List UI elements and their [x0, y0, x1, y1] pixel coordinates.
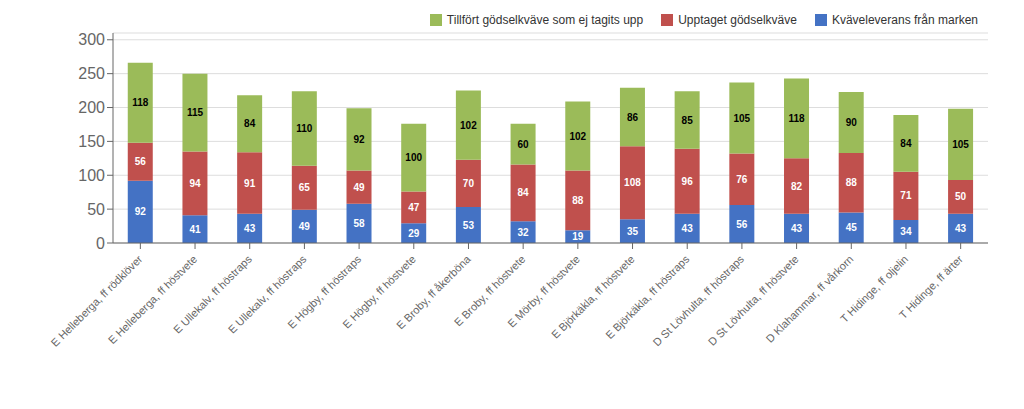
- svg-text:0: 0: [96, 235, 105, 252]
- svg-text:E Broby, ff åkerböna: E Broby, ff åkerböna: [394, 252, 473, 332]
- svg-text:60: 60: [518, 139, 530, 150]
- svg-text:43: 43: [244, 223, 256, 234]
- svg-text:E Björkäkla, ff höstraps: E Björkäkla, ff höstraps: [603, 252, 692, 342]
- svg-text:102: 102: [460, 120, 477, 131]
- svg-text:84: 84: [518, 187, 530, 198]
- svg-text:84: 84: [900, 138, 912, 149]
- svg-text:76: 76: [736, 174, 748, 185]
- svg-text:250: 250: [78, 65, 105, 82]
- svg-text:E Broby, ff höstvete: E Broby, ff höstvete: [451, 252, 528, 329]
- svg-text:29: 29: [408, 228, 420, 239]
- svg-text:41: 41: [189, 224, 201, 235]
- svg-text:90: 90: [846, 117, 858, 128]
- svg-text:E Helleberga, ff höstvete: E Helleberga, ff höstvete: [106, 253, 200, 347]
- svg-text:84: 84: [244, 118, 256, 129]
- svg-text:56: 56: [135, 156, 147, 167]
- svg-text:D St Lövhulta, ff höstraps: D St Lövhulta, ff höstraps: [650, 252, 746, 348]
- svg-text:56: 56: [736, 219, 748, 230]
- svg-text:96: 96: [682, 176, 694, 187]
- html-text:Upptaget gödselkväve: Upptaget gödselkväve: [678, 13, 797, 27]
- svg-text:88: 88: [572, 195, 584, 206]
- svg-text:100: 100: [405, 152, 422, 163]
- svg-text:47: 47: [408, 202, 420, 213]
- svg-text:43: 43: [955, 223, 967, 234]
- svg-text:94: 94: [189, 178, 201, 189]
- svg-text:150: 150: [78, 133, 105, 150]
- svg-text:85: 85: [682, 115, 694, 126]
- svg-text:T Hidinge, ff oljelin: T Hidinge, ff oljelin: [838, 252, 911, 325]
- svg-text:50: 50: [955, 191, 967, 202]
- svg-text:E Björkäkla, ff höstvete: E Björkäkla, ff höstvete: [548, 252, 637, 341]
- svg-text:91: 91: [244, 178, 256, 189]
- svg-text:45: 45: [846, 222, 858, 233]
- svg-text:E Högby, ff höstvete: E Högby, ff höstvete: [340, 252, 418, 331]
- svg-text:T Hidinge, ff ärter: T Hidinge, ff ärter: [897, 253, 966, 322]
- svg-text:200: 200: [78, 99, 105, 116]
- svg-text:D Klahammar, ff vårkorn: D Klahammar, ff vårkorn: [763, 253, 855, 345]
- svg-text:102: 102: [569, 131, 586, 142]
- svg-text:118: 118: [788, 113, 805, 124]
- svg-text:19: 19: [572, 231, 584, 242]
- svg-text:118: 118: [132, 97, 149, 108]
- svg-text:105: 105: [952, 139, 969, 150]
- svg-text:71: 71: [900, 190, 912, 201]
- svg-text:D St Lövhulta, ff höstvete: D St Lövhulta, ff höstvete: [706, 253, 801, 348]
- svg-text:108: 108: [624, 177, 641, 188]
- svg-text:E Mörby, ff höstvete: E Mörby, ff höstvete: [505, 252, 583, 330]
- svg-text:70: 70: [463, 178, 475, 189]
- svg-text:82: 82: [791, 181, 803, 192]
- svg-text:E Ullekalv, ff höstraps: E Ullekalv, ff höstraps: [225, 252, 309, 336]
- svg-text:43: 43: [682, 223, 694, 234]
- html-text:Tillfört gödselkväve som ej ta: Tillfört gödselkväve som ej tagits upp: [446, 13, 644, 27]
- svg-text:49: 49: [353, 182, 365, 193]
- svg-text:65: 65: [299, 182, 311, 193]
- svg-text:110: 110: [296, 123, 313, 134]
- svg-text:300: 300: [78, 31, 105, 48]
- svg-text:43: 43: [791, 223, 803, 234]
- svg-text:49: 49: [299, 221, 311, 232]
- svg-text:100: 100: [78, 167, 105, 184]
- svg-text:32: 32: [518, 227, 530, 238]
- svg-text:88: 88: [846, 177, 858, 188]
- html-text:Kväveleverans från marken: Kväveleverans från marken: [831, 13, 978, 27]
- svg-text:86: 86: [627, 112, 639, 123]
- svg-text:35: 35: [627, 226, 639, 237]
- svg-text:E Högby, ff höstraps: E Högby, ff höstraps: [285, 252, 364, 331]
- svg-text:92: 92: [135, 206, 147, 217]
- svg-text:E Helleberga, ff rödklöver: E Helleberga, ff rödklöver: [48, 253, 144, 349]
- svg-text:92: 92: [353, 134, 365, 145]
- svg-text:53: 53: [463, 220, 475, 231]
- svg-text:115: 115: [187, 107, 204, 118]
- svg-text:E Ullekalv, ff höstraps: E Ullekalv, ff höstraps: [171, 252, 254, 336]
- svg-text:105: 105: [733, 113, 750, 124]
- svg-text:58: 58: [353, 218, 365, 229]
- svg-text:50: 50: [87, 201, 105, 218]
- svg-text:34: 34: [900, 226, 912, 237]
